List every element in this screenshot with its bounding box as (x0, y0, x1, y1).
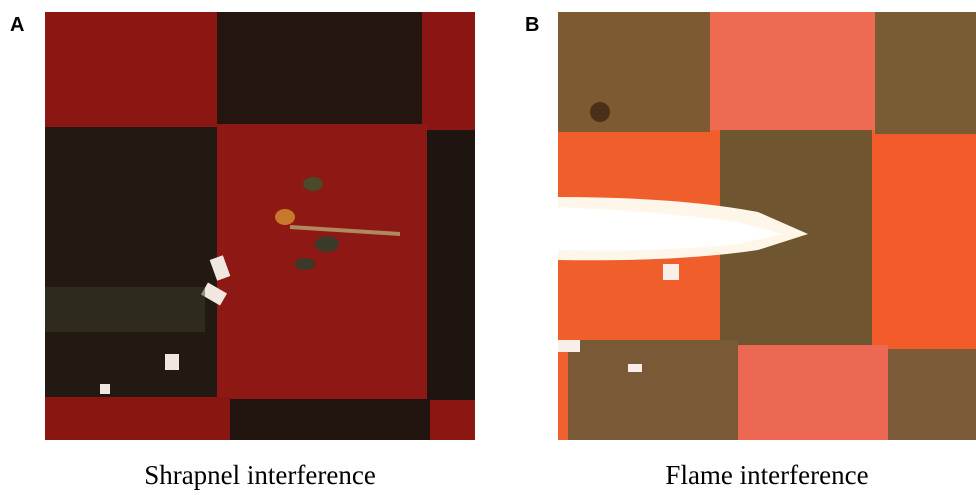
panel-caption: Shrapnel interference (144, 460, 376, 490)
panel-label: A (10, 14, 25, 36)
photo-shrapnel (45, 12, 475, 440)
panel-label: B (525, 14, 540, 36)
photo-flame (558, 12, 976, 440)
panel-caption: Flame interference (665, 460, 869, 490)
